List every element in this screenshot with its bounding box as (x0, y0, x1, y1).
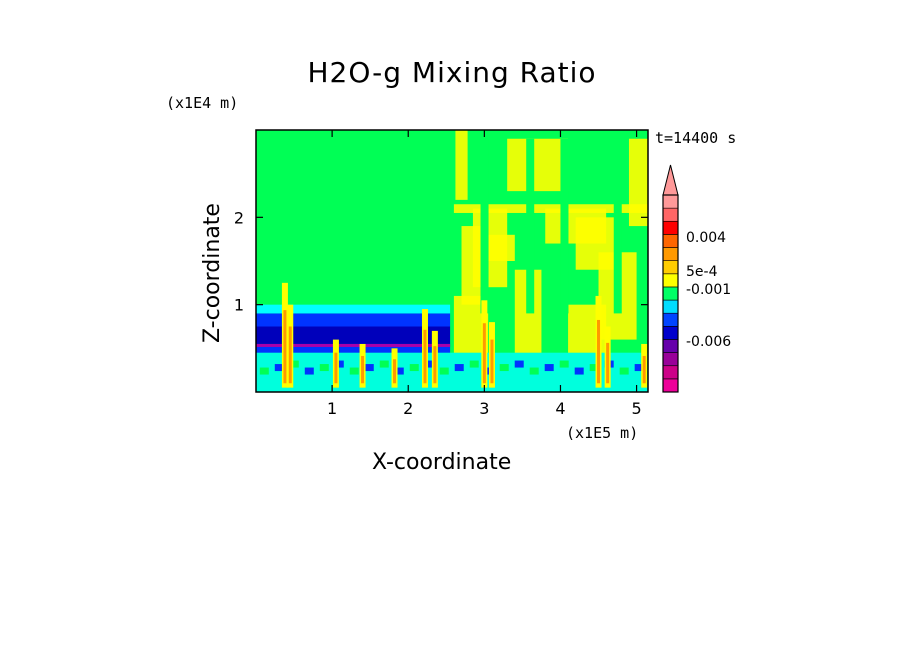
field-layer-1 (256, 326, 451, 344)
field-speckle-7 (364, 364, 374, 372)
colorbar-bin-4 (662, 326, 679, 340)
field-layer-3 (256, 304, 451, 314)
field-speckle-19 (544, 364, 554, 372)
plume-core-9 (597, 319, 601, 384)
field-green-stripe-2 (560, 138, 569, 314)
colorbar-bin-1 (662, 365, 679, 380)
field-speckle-9 (394, 367, 404, 375)
plume-core-1 (288, 326, 292, 384)
colorbar-bin-14 (662, 194, 679, 209)
field-speckle-4 (319, 364, 329, 372)
colorbar-label-2: -0.001 (686, 282, 731, 298)
plume-core-10 (606, 342, 610, 384)
field-speckle-6 (349, 367, 359, 375)
x-unit-label: (x1E5 m) (566, 424, 639, 442)
plume-core-6 (433, 346, 437, 384)
field-green-stripe-3 (613, 138, 622, 314)
x-axis-title: X-coordinate (372, 450, 512, 475)
field-speckle-2 (289, 360, 299, 368)
field-speckle-24 (619, 367, 629, 375)
colorbar-bin-5 (662, 312, 679, 327)
field-speckle-21 (574, 367, 584, 375)
field-speckle-25 (634, 364, 644, 372)
plot-frame (255, 129, 649, 393)
colorbar-bin-7 (662, 286, 679, 301)
colorbar-bin-13 (662, 207, 679, 222)
field-speckle-8 (379, 360, 389, 368)
field-speckle-22 (589, 364, 599, 372)
field-speckle-5 (334, 360, 344, 368)
x-tick-label-1: 2 (403, 399, 413, 418)
y-unit-label: (x1E4 m) (166, 94, 239, 112)
colorbar-bin-10 (662, 247, 679, 261)
field-speckle-10 (409, 364, 419, 372)
colorbar-bin-11 (662, 234, 679, 248)
colorbar-bin-12 (662, 220, 679, 235)
colorbar-extend-arrow (662, 164, 679, 196)
x-tick-label-0: 1 (327, 399, 337, 418)
field-green-stripe-0 (480, 138, 489, 314)
colorbar-label-3: -0.006 (686, 334, 731, 350)
colorbar-bin-9 (662, 260, 679, 275)
field-speckle-20 (559, 360, 569, 368)
plume-core-5 (423, 329, 427, 384)
field-speckle-12 (439, 367, 449, 375)
colorbar-bin-0 (662, 378, 679, 393)
y-tick-label-0: 1 (234, 296, 244, 315)
plume-core-11 (642, 355, 646, 384)
x-tick-label-4: 5 (631, 399, 641, 418)
field-layer-2 (256, 313, 451, 327)
field-speckle-1 (274, 364, 284, 372)
colorbar-bin-2 (662, 352, 679, 367)
plume-core-4 (393, 359, 397, 384)
plume-core-3 (361, 355, 365, 384)
field-yellow-band-3 (507, 138, 569, 192)
colorbar-bin-3 (662, 339, 679, 353)
field-yellow-band-0 (455, 130, 468, 200)
field-speckle-0 (259, 367, 269, 375)
field-yellow-band-11 (488, 234, 515, 261)
colorbar-frame (662, 194, 679, 393)
colorbar-bin-6 (662, 299, 679, 314)
field-speckle-16 (499, 364, 509, 372)
chart-title: H2O-g Mixing Ratio (307, 56, 597, 89)
plume-core-7 (482, 323, 486, 384)
colorbar-label-1: 5e-4 (686, 264, 718, 280)
field-speckle-18 (529, 367, 539, 375)
field-speckle-14 (469, 360, 479, 368)
field-purple-line (256, 343, 451, 347)
colorbar-bin-8 (662, 273, 679, 288)
y-tick-label-1: 2 (234, 208, 244, 227)
plume-core-0 (283, 310, 287, 384)
field-surface-band (256, 352, 648, 392)
field-speckle-13 (454, 364, 464, 372)
plume-core-2 (334, 352, 338, 384)
x-tick-label-2: 3 (479, 399, 489, 418)
time-label: t=14400 s (655, 129, 737, 147)
field-green-stripe-1 (526, 138, 535, 314)
plume-core-8 (490, 339, 494, 384)
x-tick-label-3: 4 (555, 399, 565, 418)
field-speckle-17 (514, 360, 524, 368)
field-speckle-3 (304, 367, 314, 375)
field-speckle-11 (424, 360, 434, 368)
colorbar-label-0: 0.004 (686, 230, 726, 246)
field-yellow-band-12 (453, 204, 648, 213)
